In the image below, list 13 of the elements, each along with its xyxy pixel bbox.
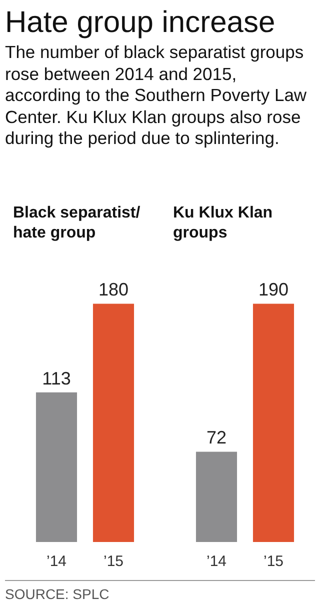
x-tick-label: ’15 xyxy=(263,553,284,570)
data-label: 190 xyxy=(258,280,289,300)
text: Hate group increase xyxy=(5,5,276,41)
chart-title: Black separatist/ hate group xyxy=(13,204,145,242)
source-note: SOURCE: SPLC xyxy=(5,580,315,602)
x-tick-label: ’15 xyxy=(103,553,124,570)
chart-title: Ku Klux Klan groups xyxy=(173,204,278,242)
data-label: 113 xyxy=(42,368,71,388)
x-tick-label: ’14 xyxy=(46,553,67,570)
x-tick-label: ’14 xyxy=(206,553,227,570)
data-label: 72 xyxy=(206,428,227,448)
text: The number of black separatist groups rose between 2014 and 2015, according to the Southern Poverty Law Center. Ku Klux Klan groups also rose during the period due to splintering. xyxy=(5,42,308,150)
data-label: 180 xyxy=(98,280,129,300)
